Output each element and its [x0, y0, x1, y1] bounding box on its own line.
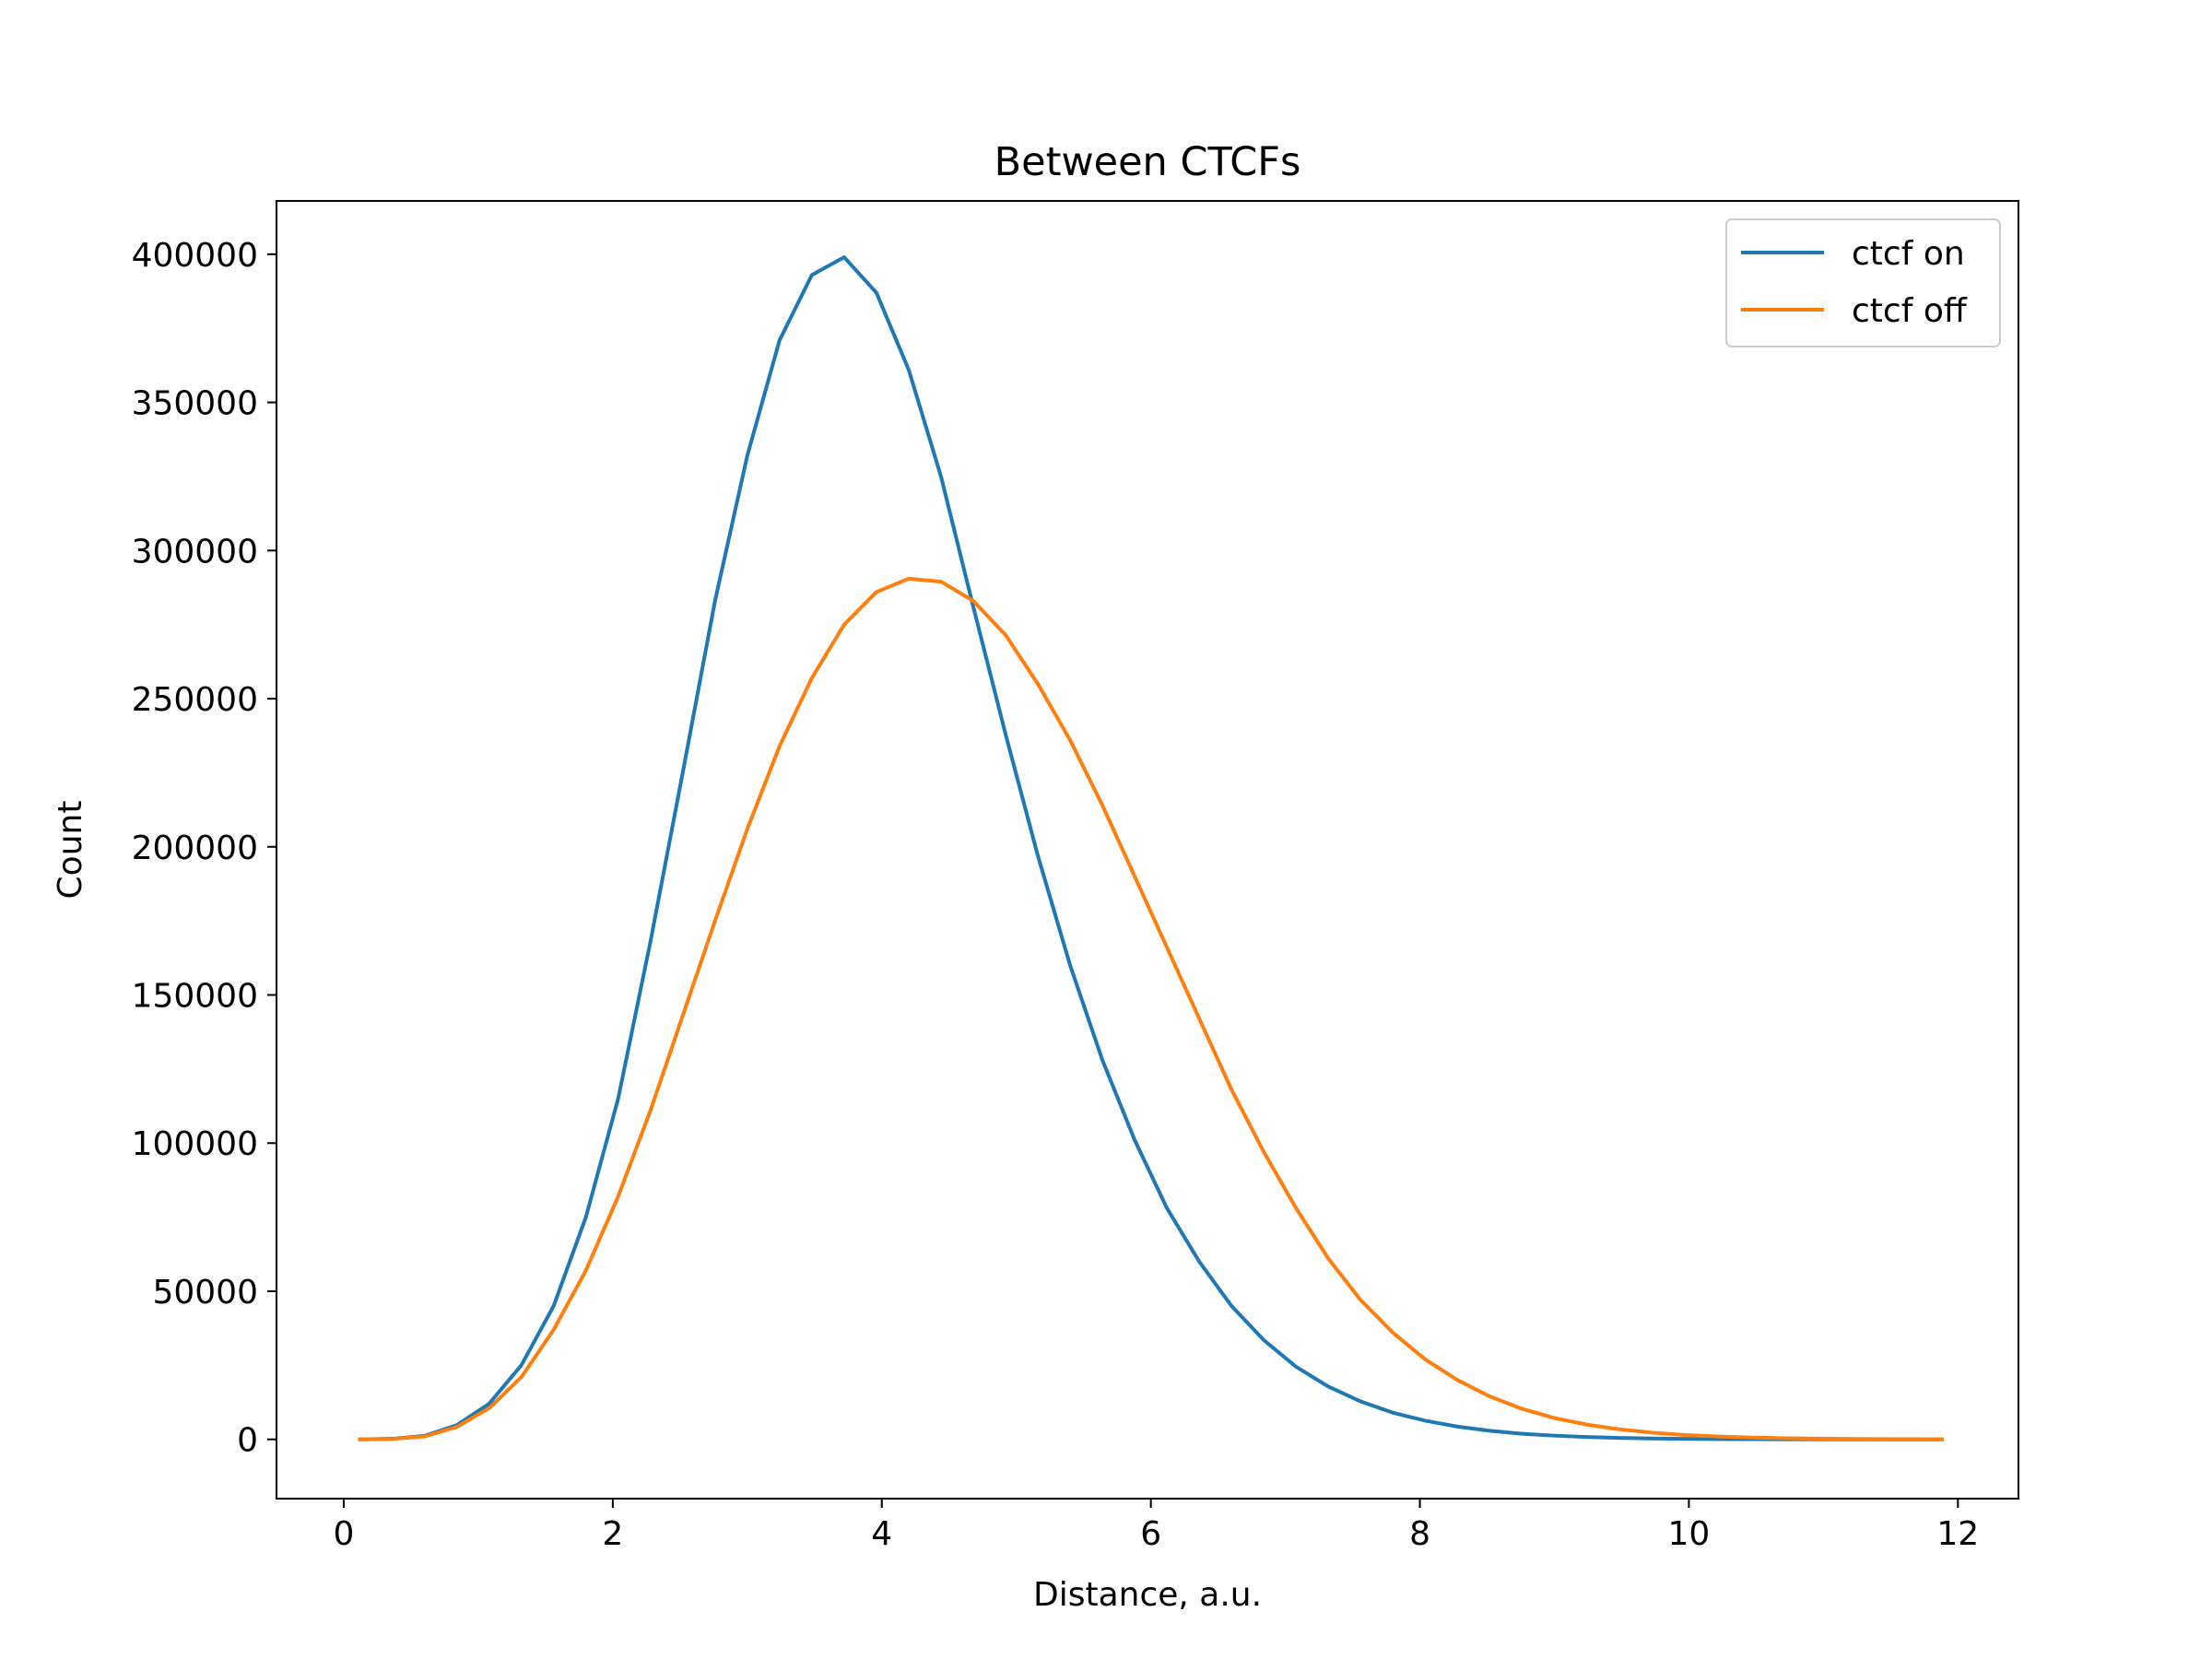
legend: ctcf on ctcf off [1725, 218, 2001, 347]
y-tick-label: 150000 [132, 978, 258, 1016]
y-tick-label: 200000 [132, 830, 258, 867]
plot-frame [276, 200, 2019, 1500]
y-tick-label: 100000 [132, 1125, 258, 1163]
y-axis-ticks: 0 50000 100000 150000 200000 250000 300000 3500… [132, 237, 276, 1460]
series-line-ctcf-on [358, 255, 1944, 1441]
x-tick-label: 0 [334, 1515, 355, 1553]
x-tick-label: 12 [1936, 1515, 1979, 1553]
y-axis-title: Count [52, 801, 89, 900]
legend-label-ctcf-off: ctcf off [1852, 292, 1968, 330]
y-tick-label: 400000 [132, 237, 258, 275]
series-layer [358, 255, 1944, 1441]
x-tick-label: 8 [1409, 1515, 1430, 1553]
x-tick-label: 4 [871, 1515, 892, 1553]
chart-title: Between CTCFs [994, 139, 1301, 185]
x-axis-ticks: 0 2 4 6 8 10 12 [334, 1499, 1979, 1553]
x-tick-label: 10 [1668, 1515, 1711, 1553]
legend-label-ctcf-on: ctcf on [1852, 235, 1965, 273]
y-tick-label: 250000 [132, 681, 258, 719]
x-axis-title: Distance, a.u. [1033, 1576, 1262, 1614]
y-tick-label: 0 [237, 1422, 258, 1460]
plot-area [276, 201, 2018, 1499]
y-tick-label: 300000 [132, 533, 258, 571]
x-tick-label: 6 [1140, 1515, 1161, 1553]
y-tick-label: 350000 [132, 385, 258, 423]
y-tick-label: 50000 [152, 1274, 258, 1312]
x-tick-label: 2 [602, 1515, 623, 1553]
series-line-ctcf-off [358, 576, 1944, 1441]
